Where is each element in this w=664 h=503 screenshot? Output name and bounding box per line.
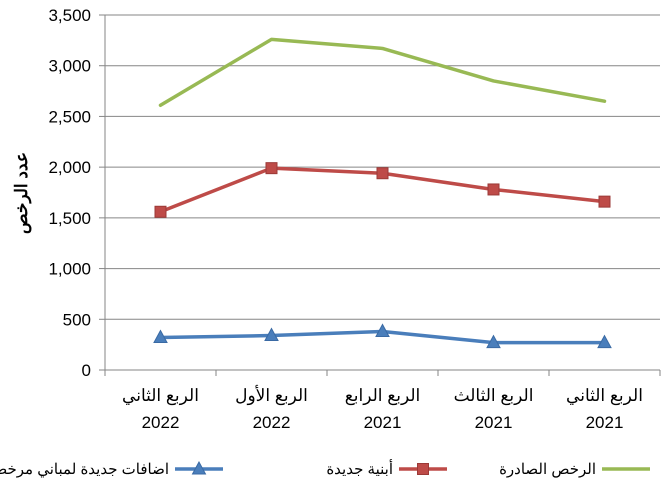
y-tick-labels: 0 500 1,000 1,500 2,000 2,500 3,000 3,500 [48, 6, 91, 380]
legend-swatch-marker [191, 460, 207, 475]
x-tick-labels: الربع الثاني 2021 الربع الثالث 2021 الربع ال… [122, 385, 643, 432]
data-point-marker [486, 334, 501, 349]
x-tick-label-year: 2021 [475, 413, 513, 432]
legend-label: الرخص الصادرة [499, 461, 596, 478]
y-tick-label: 2,500 [48, 107, 91, 126]
series-line [158, 37, 607, 108]
legend-label: أبنية جديدة [326, 459, 393, 478]
x-tick-label-year: 2021 [364, 413, 402, 432]
y-tick-label: 3,500 [48, 6, 91, 25]
gridlines [105, 14, 660, 320]
y-tick-label: 2,000 [48, 158, 91, 177]
legend-swatch-marker [417, 463, 429, 475]
legend-label: اضافات جديدة لمباني مرخصة [0, 461, 169, 478]
x-tick-label-quarter: الربع الأول [235, 385, 308, 406]
series-1 [153, 323, 612, 349]
data-point-marker [154, 205, 167, 218]
y-tick-label: 1,500 [48, 209, 91, 228]
legend: الرخص الصادرة أبنية جديدة اضافات جديدة لمب… [0, 459, 650, 478]
data-point-marker [375, 323, 390, 337]
y-axis-title: عدد الرخص [12, 152, 32, 234]
legend-item: اضافات جديدة لمباني مرخصة [0, 460, 223, 478]
data-point-marker [265, 162, 278, 175]
y-tick-label: 1,000 [48, 260, 91, 279]
x-tick-label-year: 2022 [142, 413, 180, 432]
y-tick-label: 3,000 [48, 57, 91, 76]
series-3 [158, 37, 607, 108]
x-tick-label-quarter: الربع الرابع [345, 386, 421, 406]
axes [99, 14, 661, 376]
y-tick-label: 0 [82, 361, 91, 380]
series-2 [154, 162, 611, 218]
x-tick-label-quarter: الربع الثاني [566, 386, 643, 406]
data-point-marker [264, 327, 279, 342]
y-tick-label: 500 [63, 310, 91, 329]
data-point-marker [487, 183, 500, 196]
legend-item: أبنية جديدة [326, 459, 447, 478]
x-tick-label-year: 2021 [586, 413, 624, 432]
legend-item: الرخص الصادرة [499, 461, 650, 478]
data-point-marker [153, 329, 168, 344]
data-point-marker [598, 195, 611, 208]
x-tick-label-quarter: الربع الثالث [454, 386, 534, 406]
series-lines [153, 37, 612, 349]
data-point-marker [597, 334, 612, 349]
x-tick-label-quarter: الربع الثاني [122, 386, 199, 406]
x-tick-label-year: 2022 [253, 413, 291, 432]
data-point-marker [376, 167, 389, 180]
